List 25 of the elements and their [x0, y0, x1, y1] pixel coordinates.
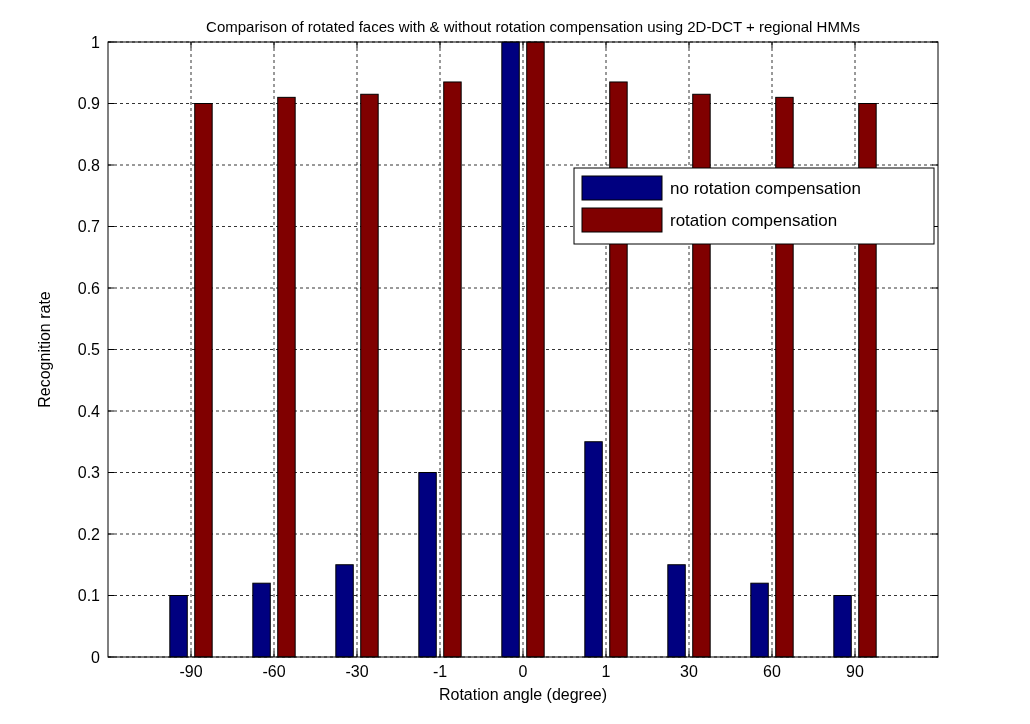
y-tick-label: 1 — [91, 33, 101, 51]
y-axis-title: Recognition rate — [36, 291, 53, 408]
legend-label: rotation compensation — [670, 210, 838, 230]
x-tick-label: 30 — [680, 663, 698, 680]
y-tick-label: 0.9 — [77, 95, 101, 113]
y-tick-label: 0.7 — [77, 218, 101, 236]
y-tick-label: 0.3 — [77, 464, 101, 482]
y-tick-label: 0.2 — [77, 525, 101, 543]
x-tick-label: -60 — [262, 663, 286, 680]
y-tick-label: 0.1 — [77, 587, 101, 605]
y-tick-label: 0.4 — [77, 402, 101, 420]
y-tick-label: 0.6 — [77, 279, 101, 297]
y-tick-label: 0.8 — [77, 156, 101, 174]
chart-title: Comparison of rotated faces with & without rotation compensation using 2D-DCT + regional HMMs — [206, 18, 860, 35]
x-tick-label: -1 — [432, 663, 448, 680]
x-tick-label: 90 — [846, 663, 864, 680]
x-tick-label: 60 — [763, 663, 781, 680]
x-tick-label: -90 — [179, 663, 203, 680]
x-axis-title: Rotation angle (degree) — [438, 686, 608, 703]
x-tick-label: 0 — [518, 663, 528, 680]
legend-label: no rotation compensation — [670, 178, 861, 198]
x-tick-label: 1 — [601, 663, 611, 680]
y-tick-label: 0.5 — [77, 341, 101, 359]
x-tick-label: -30 — [345, 663, 369, 680]
y-tick-label: 0 — [91, 648, 101, 666]
